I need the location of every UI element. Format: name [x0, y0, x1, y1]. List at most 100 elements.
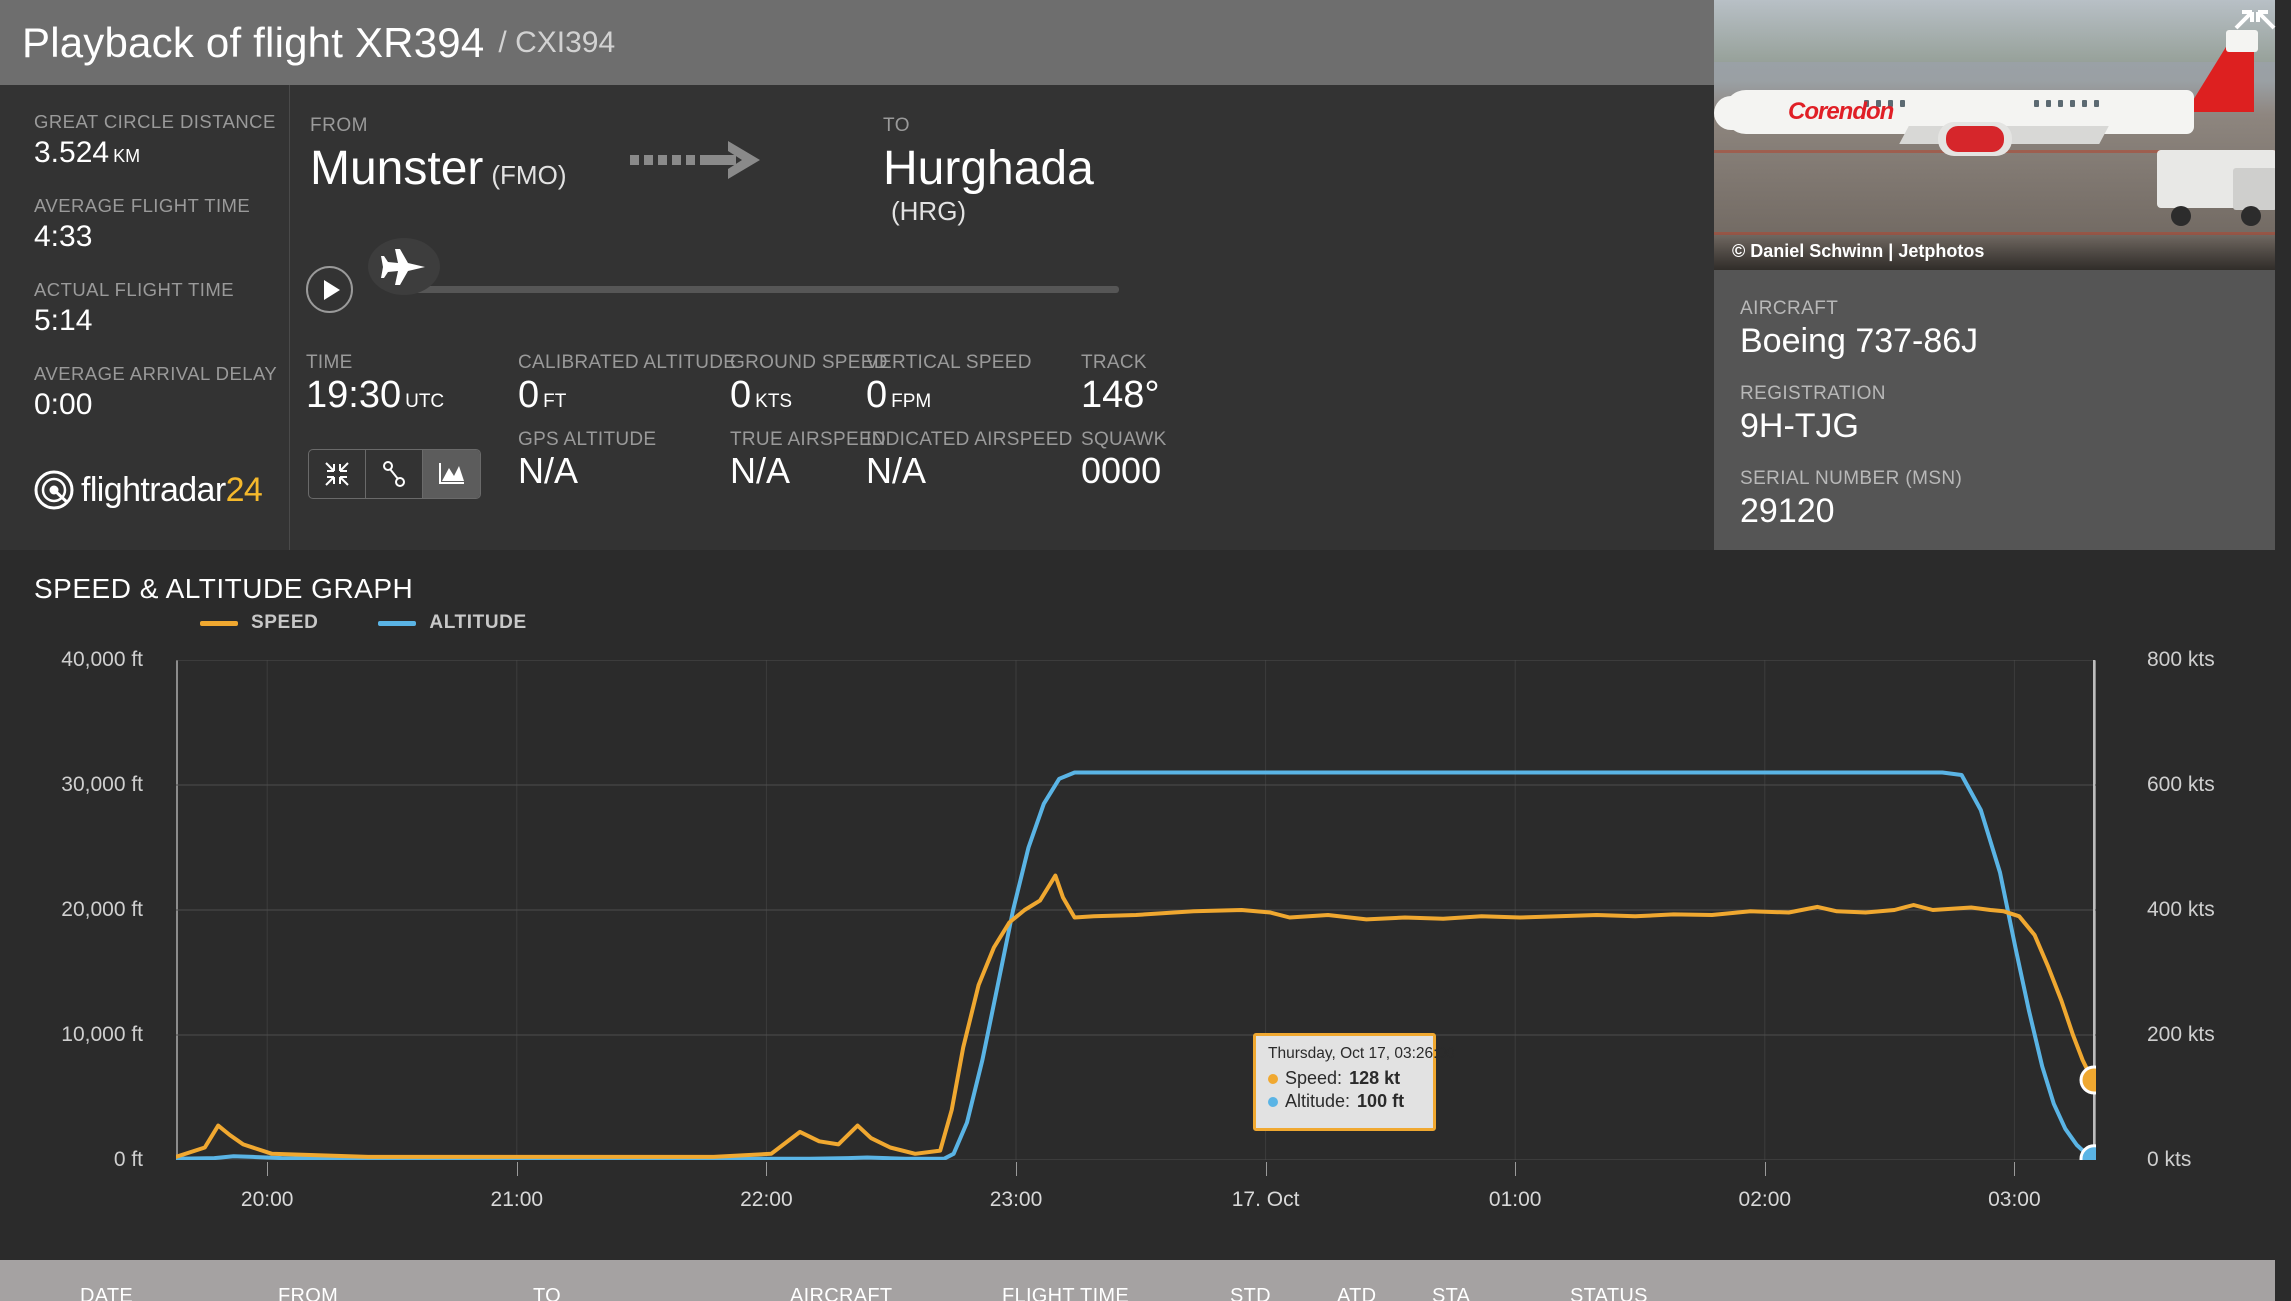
stat-great-circle-distance: GREAT CIRCLE DISTANCE 3.524 KM [34, 111, 289, 170]
col-from[interactable]: FROM [278, 1285, 339, 1301]
page-scrollbar[interactable] [2275, 0, 2291, 1301]
tooltip-speed-label: Speed: [1285, 1068, 1343, 1088]
x-tick-label: 20:00 [240, 1188, 294, 1211]
photo-background [1714, 0, 2291, 62]
y-tick-right: 600 kts [2147, 773, 2215, 796]
chart-marker-altitude[interactable] [2079, 1144, 2096, 1160]
time-value: 19:30 UTC [306, 374, 445, 416]
chart-plot-area[interactable] [176, 660, 2096, 1160]
route-origin[interactable]: FROM Munster (FMO) [310, 115, 566, 196]
x-tick-label: 17. Oct [1231, 1188, 1300, 1211]
graph-view-button[interactable] [423, 450, 480, 498]
chart-y-axis-right: 0 kts 200 kts 400 kts 600 kts 800 kts [2125, 648, 2285, 1171]
legend-item-speed[interactable]: SPEED [200, 612, 318, 634]
col-to[interactable]: TO [533, 1285, 562, 1301]
col-status[interactable]: STATUS [1570, 1285, 1648, 1301]
photo-tail-tip [2226, 30, 2258, 52]
chart-marker-speed[interactable] [2079, 1065, 2096, 1095]
chart-tooltip: Thursday, Oct 17, 03:26:00 Speed: 128 kt… [1253, 1033, 1455, 1131]
stat-value: 3.524 KM [34, 136, 141, 169]
collapse-view-button[interactable] [309, 450, 366, 498]
vertical-speed-value: 0 FPM [866, 374, 932, 416]
vertical-speed-unit: FPM [891, 391, 932, 412]
col-flight-time[interactable]: FLIGHT TIME [1002, 1285, 1130, 1301]
true-airspeed-value: N/A [730, 449, 791, 491]
x-tick-mark [516, 1162, 518, 1176]
col-atd[interactable]: ATD [1337, 1285, 1377, 1301]
x-tick-label: 21:00 [490, 1188, 544, 1211]
photo-engine-cowl [1946, 126, 2004, 152]
legend-item-altitude[interactable]: ALTITUDE [378, 612, 526, 634]
telemetry-ground-speed: GROUND SPEED 0 KTS TRUE AIRSPEED N/A [730, 352, 888, 491]
route-view-button[interactable] [366, 450, 423, 498]
tooltip-speed-value: 128 kt [1349, 1068, 1401, 1088]
series-line-altitude [176, 770, 2096, 1160]
flightradar24-logo: flightradar24 [34, 470, 263, 510]
time-label: TIME [306, 352, 353, 373]
chart-y-axis-left: 0 ft 10,000 ft 20,000 ft 30,000 ft 40,000 ft [0, 648, 165, 1171]
col-sta[interactable]: STA [1432, 1285, 1471, 1301]
aircraft-photo: Corendon © Daniel Schwinn | Jetphotos [1714, 0, 2291, 270]
telemetry-vertical-speed: VERTICAL SPEED 0 FPM INDICATED AIRSPEED N… [866, 352, 1073, 491]
stat-label: ACTUAL FLIGHT TIME [34, 279, 234, 300]
to-label: TO [883, 115, 911, 136]
to-code: (HRG) [891, 196, 967, 226]
ground-speed-value: 0 KTS [730, 374, 793, 416]
photo-nose [1714, 96, 1774, 130]
y-tick-right: 800 kts [2147, 648, 2215, 671]
stat-average-arrival-delay: AVERAGE ARRIVAL DELAY 0:00 [34, 363, 289, 422]
y-tick-right: 400 kts [2147, 898, 2215, 921]
squawk-value: 0000 [1081, 449, 1162, 491]
legend-label: SPEED [251, 612, 319, 633]
playback-slider-thumb[interactable] [368, 238, 440, 295]
aircraft-panel: Corendon © Daniel Schwinn | Jetphotos AI… [1714, 0, 2291, 550]
view-mode-buttons [308, 449, 481, 499]
flight-stats-panel: GREAT CIRCLE DISTANCE 3.524 KM AVERAGE FL… [0, 85, 290, 550]
route-path-icon [383, 461, 405, 487]
col-date[interactable]: DATE [80, 1285, 134, 1301]
route-destination[interactable]: TO Hurghada(HRG) [883, 115, 1170, 227]
tooltip-altitude-dot [1268, 1096, 1278, 1107]
y-tick-left: 30,000 ft [61, 773, 143, 796]
stat-label: AVERAGE ARRIVAL DELAY [34, 363, 278, 384]
tooltip-altitude-value: 100 ft [1357, 1091, 1405, 1111]
x-tick-label: 23:00 [989, 1188, 1043, 1211]
airplane-icon [381, 248, 425, 285]
registration-value: 9H-TJG [1740, 407, 1859, 445]
calibrated-altitude-unit: FT [543, 391, 567, 412]
stat-label: GREAT CIRCLE DISTANCE [34, 111, 276, 132]
vertical-speed-label: VERTICAL SPEED [866, 352, 1032, 373]
play-button[interactable] [306, 266, 353, 313]
x-tick-mark [766, 1162, 768, 1176]
registration-label: REGISTRATION [1740, 383, 1886, 404]
serial-number-value: 29120 [1740, 492, 1835, 530]
x-tick-label: 01:00 [1488, 1188, 1542, 1211]
x-tick-label: 22:00 [740, 1188, 793, 1211]
legend-label: ALTITUDE [429, 612, 527, 633]
x-tick-mark [1515, 1162, 1517, 1176]
playback-controls [306, 238, 1119, 334]
radar-icon [34, 470, 74, 510]
legend-swatch [200, 620, 238, 626]
collapse-arrows-icon[interactable] [2227, 0, 2283, 34]
indicated-airspeed-label: INDICATED AIRSPEED [866, 428, 1073, 450]
from-city: Munster [310, 142, 484, 195]
photo-credit[interactable]: © Daniel Schwinn | Jetphotos [1714, 233, 2291, 270]
calibrated-altitude-value: 0 FT [518, 374, 567, 416]
x-tick-mark [1016, 1162, 1017, 1176]
chart-series-svg [176, 660, 2096, 1160]
stat-actual-flight-time: ACTUAL FLIGHT TIME 5:14 [34, 279, 289, 338]
chart-x-axis: 20:00 21:00 22:00 23:00 17. Oct 01:00 02:00 03:… [176, 1162, 2096, 1220]
telemetry-altitude: CALIBRATED ALTITUDE 0 FT GPS ALTITUDE N/A [518, 352, 736, 491]
legend-swatch [378, 620, 417, 626]
col-std[interactable]: STD [1230, 1285, 1271, 1301]
playback-slider[interactable] [401, 286, 1119, 293]
squawk-label: SQUAWK [1081, 428, 1167, 450]
altitude-graph-icon [438, 463, 464, 484]
tooltip-altitude-label: Altitude: [1285, 1091, 1351, 1111]
calibrated-altitude-label: CALIBRATED ALTITUDE [518, 352, 737, 373]
gps-altitude-value: N/A [518, 449, 579, 491]
aircraft-type-value: Boeing 737-86J [1740, 322, 1979, 360]
col-aircraft[interactable]: AIRCRAFT [790, 1285, 893, 1301]
